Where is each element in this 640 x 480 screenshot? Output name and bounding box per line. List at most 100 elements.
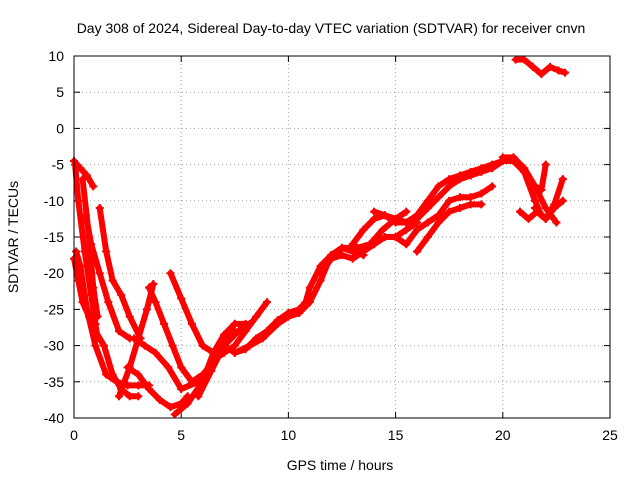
data-point-marker <box>140 341 149 350</box>
data-point-marker <box>245 341 254 350</box>
data-point-marker <box>530 196 539 205</box>
data-point-marker <box>541 160 550 169</box>
y-tick-label: -10 <box>44 193 64 209</box>
data-point-marker <box>558 175 567 184</box>
data-point-marker <box>378 225 387 234</box>
data-point-marker <box>164 363 173 372</box>
data-point-marker <box>455 175 464 184</box>
data-point-marker <box>125 312 134 321</box>
data-point-marker <box>545 62 554 71</box>
data-point-marker <box>151 298 160 307</box>
data-point-marker <box>134 381 143 390</box>
data-point-marker <box>230 341 239 350</box>
data-point-marker <box>117 290 126 299</box>
data-point-marker <box>413 214 422 223</box>
data-point-marker <box>370 207 379 216</box>
data-point-marker <box>241 327 250 336</box>
data-point-marker <box>488 164 497 173</box>
series-line <box>317 219 420 277</box>
data-point-marker <box>434 211 443 220</box>
data-point-marker <box>134 370 143 379</box>
data-point-marker <box>554 66 563 75</box>
data-point-marker <box>434 193 443 202</box>
data-point-marker <box>71 160 80 169</box>
data-point-marker <box>338 243 346 252</box>
data-point-marker <box>348 240 357 249</box>
data-point-marker <box>72 247 81 256</box>
data-point-marker <box>305 298 314 307</box>
series-track-22 <box>413 200 486 256</box>
data-point-marker <box>370 240 379 249</box>
grid <box>74 56 610 418</box>
data-point-marker <box>168 341 177 350</box>
data-point-marker <box>160 319 169 328</box>
data-point-marker <box>509 153 518 162</box>
x-tick-label: 5 <box>177 427 185 443</box>
data-point-marker <box>348 254 357 263</box>
data-point-marker <box>151 348 160 357</box>
data-point-marker <box>402 225 411 234</box>
data-point-marker <box>402 207 411 216</box>
series-line <box>96 205 144 342</box>
data-point-marker <box>434 182 443 191</box>
series-line <box>532 176 566 222</box>
data-point-marker <box>93 312 102 321</box>
data-point-marker <box>149 280 158 289</box>
y-tick-label: -25 <box>44 301 64 317</box>
data-point-marker <box>194 392 203 401</box>
data-point-marker <box>198 341 207 350</box>
data-point-marker <box>305 283 314 292</box>
data-point-marker <box>155 395 164 404</box>
data-point-marker <box>187 319 196 328</box>
data-point-marker <box>558 196 567 205</box>
data-point-marker <box>102 247 111 256</box>
data-point-marker <box>207 366 216 375</box>
data-point-marker <box>359 247 368 256</box>
y-tick-label: -20 <box>44 265 64 281</box>
data-point-marker <box>104 298 113 307</box>
data-point-marker <box>177 385 186 394</box>
data-point-marker <box>359 225 368 234</box>
data-point-marker <box>123 363 132 372</box>
data-point-marker <box>230 348 239 357</box>
data-point-marker <box>391 214 400 223</box>
y-tick-label: -5 <box>52 157 65 173</box>
data-point-marker <box>130 334 139 343</box>
series-line <box>392 183 496 248</box>
y-tick-label: -15 <box>44 229 64 245</box>
chart-title: Day 308 of 2024, Sidereal Day-to-day VTE… <box>77 20 586 36</box>
x-tick-label: 25 <box>602 427 618 443</box>
data-point-marker <box>445 196 454 205</box>
data-point-marker <box>338 251 346 260</box>
data-point-marker <box>74 196 83 205</box>
series-line <box>79 176 101 320</box>
data-point-marker <box>528 62 537 71</box>
data-point-marker <box>498 153 507 162</box>
data-point-marker <box>78 298 87 307</box>
data-point-marker <box>284 312 293 321</box>
x-tick-label: 20 <box>495 427 511 443</box>
data-point-marker <box>108 370 117 379</box>
data-point-marker <box>488 182 497 191</box>
series-track-7 <box>95 204 145 343</box>
data-point-marker <box>252 312 261 321</box>
y-axis-label: SDTVAR / TECUs <box>5 181 21 293</box>
data-point-marker <box>316 269 325 278</box>
data-point-marker <box>74 276 83 285</box>
data-point-marker <box>391 233 400 241</box>
data-point-marker <box>145 283 154 292</box>
series-track-21 <box>391 182 497 249</box>
data-point-marker <box>230 319 239 328</box>
data-point-marker <box>142 305 151 314</box>
data-point-marker <box>273 319 282 328</box>
series-line <box>71 255 142 400</box>
data-point-marker <box>477 200 486 209</box>
data-point-marker <box>530 204 539 213</box>
data-point-marker <box>91 327 100 336</box>
series-group <box>70 55 569 419</box>
data-point-marker <box>423 218 432 227</box>
data-point-marker <box>541 204 550 213</box>
data-point-marker <box>115 392 124 401</box>
data-point-marker <box>520 164 529 173</box>
